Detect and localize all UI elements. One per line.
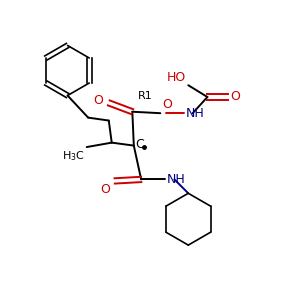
Text: NH: NH xyxy=(167,173,186,186)
Text: H$_3$C: H$_3$C xyxy=(62,149,85,163)
Text: O: O xyxy=(230,91,240,103)
Text: O: O xyxy=(94,94,103,107)
Text: NH: NH xyxy=(186,107,205,120)
Text: C: C xyxy=(135,138,144,151)
Text: HO: HO xyxy=(167,71,186,84)
Text: R1: R1 xyxy=(138,91,153,100)
Text: O: O xyxy=(162,98,172,111)
Text: O: O xyxy=(100,183,110,196)
